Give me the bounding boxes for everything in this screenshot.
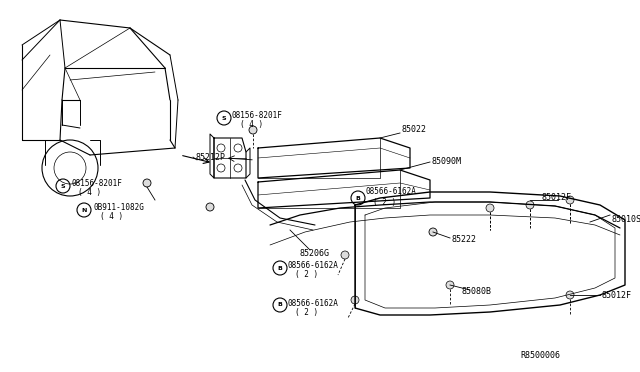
Text: 08566-6162A: 08566-6162A bbox=[288, 298, 339, 308]
Circle shape bbox=[486, 204, 494, 212]
Text: 85012F: 85012F bbox=[601, 291, 631, 299]
Text: B: B bbox=[356, 196, 360, 201]
Text: N: N bbox=[81, 208, 86, 212]
Text: 0B911-1082G: 0B911-1082G bbox=[93, 202, 144, 212]
Circle shape bbox=[249, 126, 257, 134]
Text: 08566-6162A: 08566-6162A bbox=[365, 187, 416, 196]
Text: ( 4 ): ( 4 ) bbox=[100, 212, 123, 221]
Text: ( 2 ): ( 2 ) bbox=[373, 198, 396, 206]
Text: R8500006: R8500006 bbox=[520, 350, 560, 359]
Text: ( 2 ): ( 2 ) bbox=[295, 308, 318, 317]
Text: B: B bbox=[278, 266, 282, 270]
Circle shape bbox=[143, 179, 151, 187]
Text: 85206G: 85206G bbox=[300, 248, 330, 257]
Text: 85222: 85222 bbox=[452, 235, 477, 244]
Text: 85080B: 85080B bbox=[462, 288, 492, 296]
Text: ( 4 ): ( 4 ) bbox=[240, 121, 263, 129]
Text: S: S bbox=[221, 115, 227, 121]
Text: 85010S: 85010S bbox=[612, 215, 640, 224]
Circle shape bbox=[429, 228, 437, 236]
Text: 08156-8201F: 08156-8201F bbox=[71, 179, 122, 187]
Text: B: B bbox=[278, 302, 282, 308]
Circle shape bbox=[566, 196, 574, 204]
Circle shape bbox=[206, 203, 214, 211]
Text: 08156-8201F: 08156-8201F bbox=[231, 110, 282, 119]
Circle shape bbox=[351, 296, 359, 304]
Text: 85022: 85022 bbox=[402, 125, 427, 135]
Circle shape bbox=[446, 281, 454, 289]
Circle shape bbox=[566, 291, 574, 299]
Text: 85212P: 85212P bbox=[196, 153, 226, 161]
Text: 85012F: 85012F bbox=[541, 192, 571, 202]
Text: 85090M: 85090M bbox=[432, 157, 462, 167]
Text: ( 4 ): ( 4 ) bbox=[78, 189, 101, 198]
Text: S: S bbox=[61, 183, 65, 189]
Circle shape bbox=[526, 201, 534, 209]
Circle shape bbox=[341, 251, 349, 259]
Text: ( 2 ): ( 2 ) bbox=[295, 270, 318, 279]
Text: 08566-6162A: 08566-6162A bbox=[288, 260, 339, 269]
